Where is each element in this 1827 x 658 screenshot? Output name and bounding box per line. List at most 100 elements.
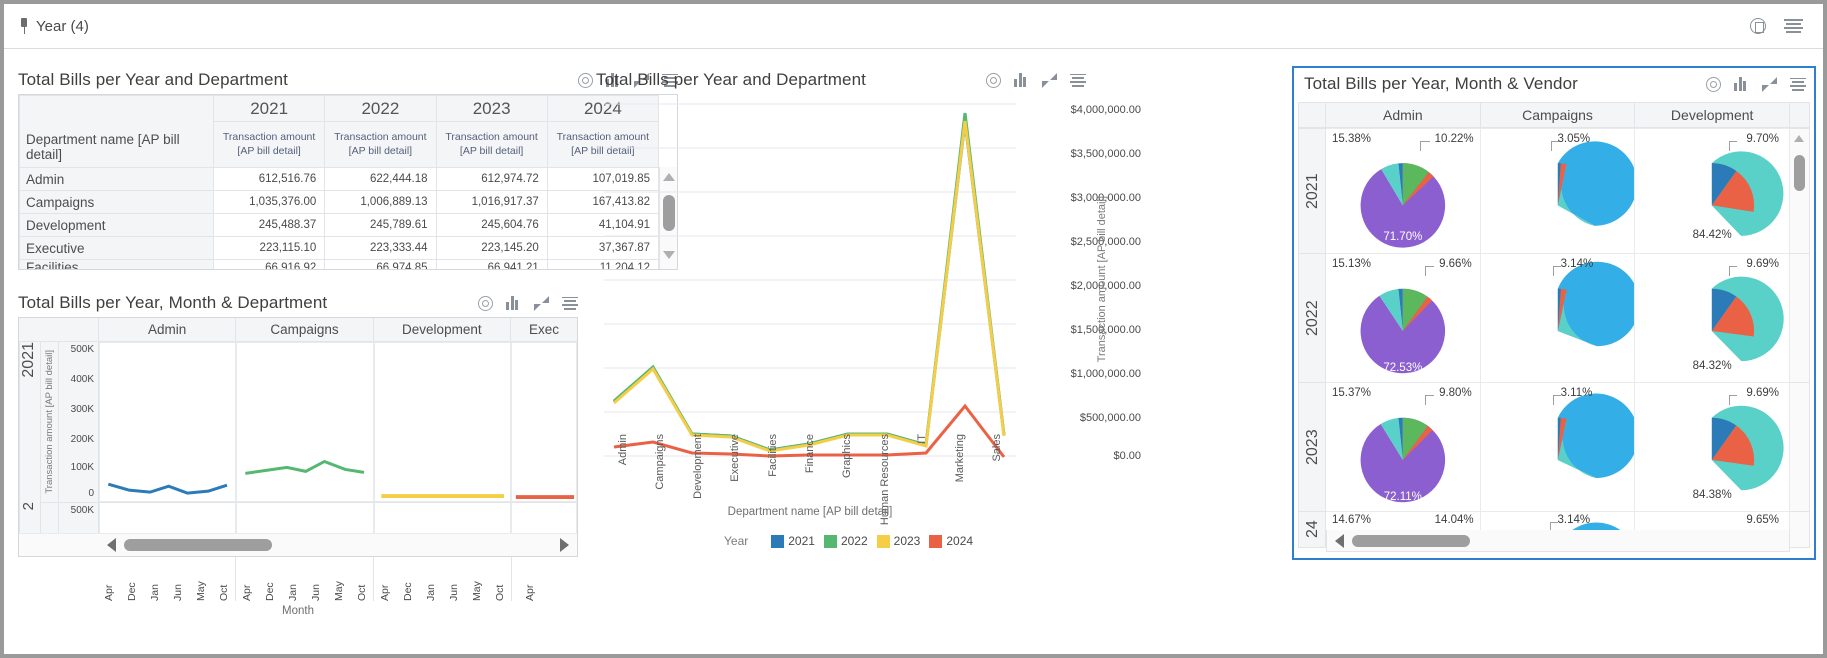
table-row[interactable]: Facilities 66,916.92 66,974.85 66,941.21…: [19, 259, 660, 269]
year-filter-chip[interactable]: Year (4): [18, 18, 89, 35]
pie-cell-2022-campaigns[interactable]: 3.14% 66.81%: [1480, 254, 1640, 383]
column-header-2021[interactable]: 2021: [212, 95, 326, 122]
pie-column-campaigns[interactable]: Campaigns: [1480, 102, 1636, 128]
sm-plot-admin-2022[interactable]: [99, 502, 237, 534]
panel-pie-matrix[interactable]: Total Bills per Year, Month & Vendor Adm…: [1292, 66, 1816, 560]
sm-plot-development-2022[interactable]: [373, 502, 511, 534]
table-row[interactable]: Campaigns 1,035,376.00 1,006,889.13 1,01…: [19, 190, 660, 214]
sm-plot-admin-2021[interactable]: [99, 342, 237, 502]
line-chart-plot[interactable]: [604, 100, 1016, 460]
sm-horizontal-scrollbar[interactable]: [19, 533, 577, 556]
sm-row-header-2022-partial[interactable]: 2: [19, 502, 41, 534]
column-header-2022[interactable]: 2022: [324, 95, 437, 122]
pie-row-header-2021[interactable]: 2021: [1298, 128, 1326, 254]
pie-label-15-13: 15.13%: [1332, 258, 1372, 270]
pie-scroll-track[interactable]: [1790, 254, 1810, 383]
scroll-down-icon[interactable]: [663, 251, 675, 259]
chart-type-icon[interactable]: [1734, 77, 1749, 91]
chart-type-icon[interactable]: [606, 73, 621, 87]
scroll-left-icon[interactable]: [1335, 533, 1344, 548]
small-multiples-grid[interactable]: Admin Campaigns Development Exec 2021 Tr…: [18, 317, 578, 557]
column-header-2024[interactable]: 2024: [546, 95, 660, 122]
pie-label-3-11: 3.11%: [1560, 387, 1593, 399]
expand-icon[interactable]: [1762, 76, 1777, 92]
scroll-thumb[interactable]: [124, 539, 272, 551]
pie-scroll-track[interactable]: [1790, 512, 1810, 548]
sm-plot-exec-2022[interactable]: [510, 502, 577, 534]
sm-row-header-2021[interactable]: 2021: [19, 342, 41, 502]
table-row[interactable]: Development 245,488.37 245,789.61 245,60…: [19, 213, 660, 237]
sm-column-exec[interactable]: Exec: [510, 318, 577, 342]
expand-icon[interactable]: [634, 72, 649, 88]
pie-cell-2023-campaigns[interactable]: 3.11% 67.16%: [1480, 383, 1638, 512]
measure-header-2021: Transaction amount [AP bill detail]: [212, 121, 326, 168]
chart-type-icon[interactable]: [506, 296, 521, 310]
table-row[interactable]: Executive 223,115.10 223,333.44 223,145.…: [19, 236, 660, 260]
table-row[interactable]: Admin 612,516.76 622,444.18 612,974.72 1…: [19, 167, 660, 191]
cell-development-2021: 245,488.37: [212, 213, 326, 237]
pie-row-header-2023[interactable]: 2023: [1298, 383, 1326, 512]
legend-item-2022[interactable]: 2022: [823, 534, 868, 548]
pie-cell-2021-admin[interactable]: 15.38% 10.22% 71.70%: [1326, 128, 1481, 254]
sm-column-campaigns[interactable]: Campaigns: [236, 318, 374, 342]
pie-vertical-scrollbar[interactable]: [1790, 128, 1810, 254]
pie-cell-2023-admin[interactable]: 15.37% 9.80% 72.11%: [1326, 383, 1481, 512]
column-header-2023[interactable]: 2023: [435, 95, 548, 122]
pie-cell-2021-development[interactable]: 9.70% 84.42%: [1635, 128, 1791, 254]
hamburger-icon[interactable]: [1784, 19, 1803, 33]
pie-row-header-2022[interactable]: 2022: [1298, 254, 1326, 383]
pie-cell-2022-admin[interactable]: 15.13% 9.66% 72.53%: [1326, 254, 1481, 383]
expand-icon[interactable]: [1042, 72, 1057, 88]
pie-cell-2021-campaigns[interactable]: 3.05% 67.76%: [1480, 128, 1637, 254]
pie-label-3-14-24: 3.14%: [1557, 514, 1591, 526]
chart-type-icon[interactable]: [1014, 73, 1029, 87]
pie-cell-2022-development[interactable]: 9.69% 84.32%: [1635, 254, 1791, 383]
legend-item-2021[interactable]: 2021: [771, 534, 815, 548]
sm-plot-development-2021[interactable]: [373, 342, 511, 502]
data-dictionary-icon[interactable]: [1750, 18, 1766, 34]
month-tick: May: [332, 581, 345, 601]
sm-plot-campaigns-2022[interactable]: [236, 502, 374, 534]
sm-column-development[interactable]: Development: [373, 318, 511, 342]
focus-icon[interactable]: [478, 295, 493, 311]
cell-executive-2023: 223,145.20: [435, 236, 548, 260]
focus-icon[interactable]: [578, 72, 593, 88]
pie-row-2022: 2022 15.13% 9.66% 72.53%: [1298, 254, 1810, 383]
pie-label-15-37: 15.37%: [1332, 387, 1372, 399]
panel-menu-icon[interactable]: [562, 296, 578, 310]
scroll-left-icon[interactable]: [107, 538, 116, 552]
leader-line: [1729, 141, 1738, 151]
panel-menu-icon[interactable]: [662, 73, 678, 87]
pie-label-14-67: 14.67%: [1332, 514, 1372, 526]
pie-column-development[interactable]: Development: [1635, 102, 1791, 128]
pie-matrix-grid[interactable]: Admin Campaigns Development 2021: [1298, 102, 1810, 552]
crosstab-row-header-label: Department name [AP bill detail]: [19, 95, 214, 168]
month-tick: Jun: [171, 584, 184, 601]
small-multiples-column-headers: Admin Campaigns Development Exec: [19, 318, 577, 342]
scroll-up-icon[interactable]: [663, 173, 675, 181]
scroll-right-icon[interactable]: [560, 538, 569, 552]
scroll-up-icon[interactable]: [1794, 135, 1805, 142]
legend-item-2024[interactable]: 2024: [929, 534, 973, 548]
focus-icon[interactable]: [986, 72, 1001, 88]
pie-column-admin[interactable]: Admin: [1326, 102, 1481, 128]
pie-cell-2023-development[interactable]: 9.69% 84.38%: [1635, 383, 1791, 512]
scroll-thumb[interactable]: [1352, 534, 1470, 547]
crosstab-grid[interactable]: Department name [AP bill detail] 2021 20…: [18, 94, 678, 270]
pie-row-header-24[interactable]: 24: [1298, 512, 1326, 548]
expand-icon[interactable]: [534, 295, 549, 311]
panel-menu-icon[interactable]: [1070, 73, 1086, 87]
sm-plot-campaigns-2021[interactable]: [236, 342, 374, 502]
pie-horizontal-scrollbar[interactable]: [1326, 530, 1790, 552]
sm-column-admin[interactable]: Admin: [99, 318, 237, 342]
pin-icon[interactable]: [18, 18, 30, 34]
scroll-thumb[interactable]: [663, 195, 675, 231]
panel-menu-icon[interactable]: [1790, 77, 1806, 91]
pie-scroll-track[interactable]: [1790, 383, 1810, 512]
xtick-finance: Finance: [803, 434, 816, 474]
scroll-thumb[interactable]: [1794, 155, 1806, 191]
legend-item-2023[interactable]: 2023: [876, 534, 920, 548]
focus-icon[interactable]: [1706, 76, 1721, 92]
ytick-100k: 100K: [70, 462, 94, 473]
sm-plot-exec-2021[interactable]: [510, 342, 577, 502]
